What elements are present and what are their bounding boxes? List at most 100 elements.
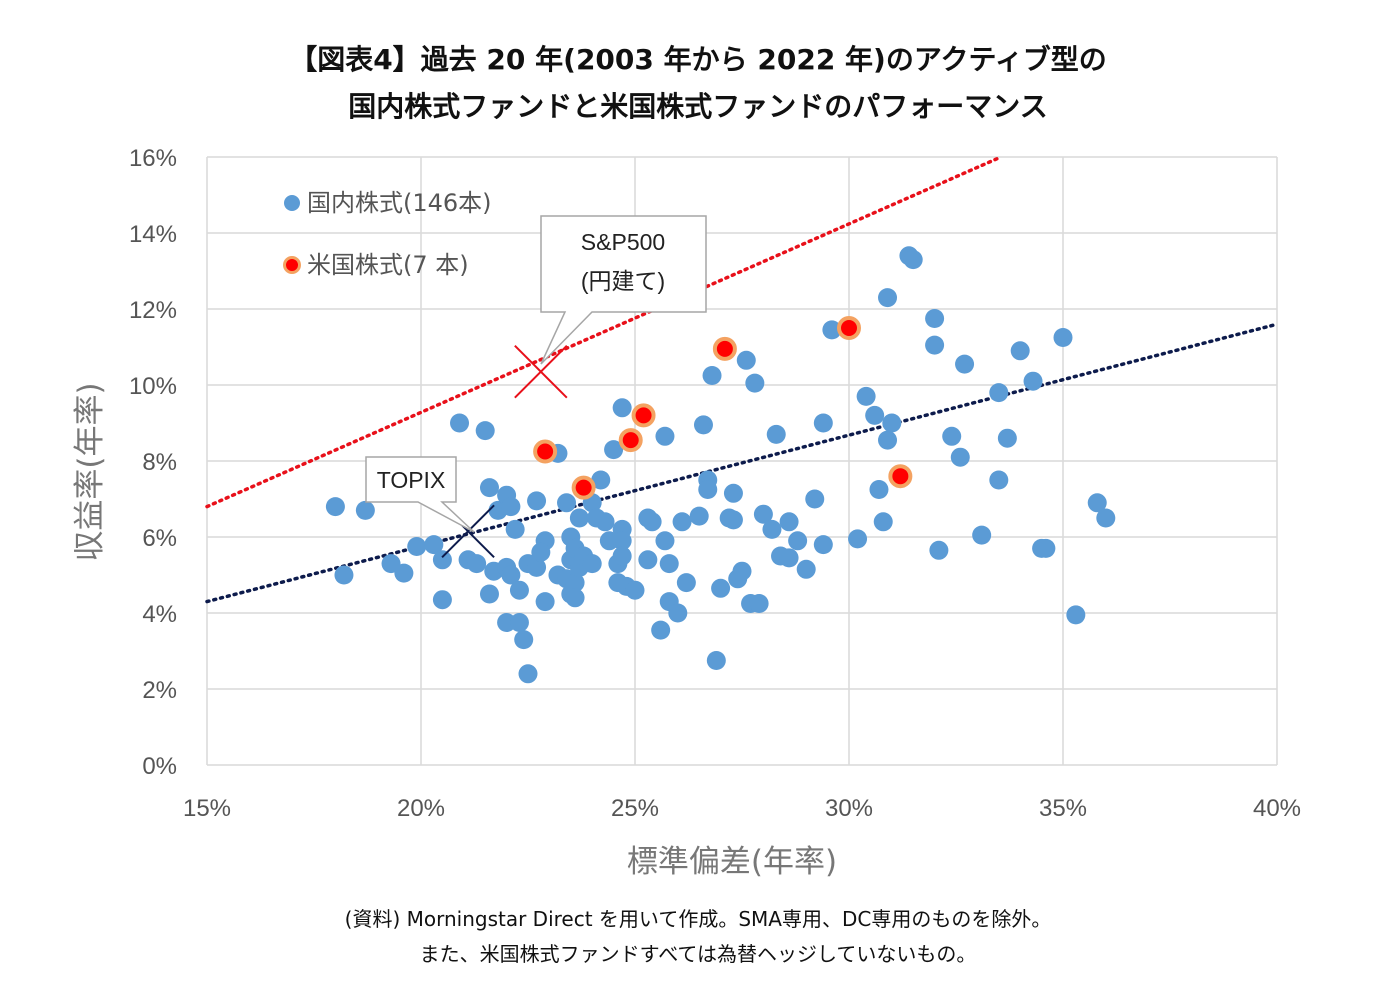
- domestic-fund-point: [565, 588, 585, 608]
- domestic-fund-point: [736, 350, 756, 370]
- domestic-fund-point: [856, 386, 876, 406]
- domestic-fund-point: [604, 440, 624, 460]
- y-tick-label: 0%: [142, 753, 177, 780]
- domestic-fund-point: [711, 578, 731, 598]
- domestic-fund-point: [1087, 493, 1107, 513]
- domestic-fund-point: [813, 535, 833, 555]
- y-tick-label: 16%: [129, 145, 177, 172]
- domestic-fund-point: [869, 480, 889, 499]
- y-tick-label: 14%: [129, 221, 177, 248]
- legend-domestic-label: 国内株式(146本): [307, 189, 492, 217]
- domestic-fund-point: [822, 320, 842, 340]
- domestic-fund-point: [501, 565, 521, 585]
- x-tick-label: 20%: [397, 795, 445, 822]
- domestic-fund-point: [693, 415, 713, 435]
- domestic-fund-point: [672, 512, 692, 532]
- domestic-fund-point: [865, 405, 885, 425]
- domestic-fund-point: [668, 603, 688, 623]
- x-tick-label: 35%: [1039, 795, 1087, 822]
- trend-lines: [205, 155, 1279, 604]
- domestic-fund-point: [479, 478, 499, 498]
- x-tick-label: 40%: [1253, 795, 1301, 822]
- domestic-fund-point: [950, 447, 970, 467]
- us-fund-point: [618, 428, 643, 453]
- domestic-fund-point: [638, 550, 658, 570]
- us-trend-line: [205, 155, 1003, 509]
- us-fund-point: [888, 464, 913, 489]
- domestic-fund-point: [873, 512, 893, 532]
- us-fund-point: [712, 336, 737, 361]
- x-tick-label: 30%: [825, 795, 873, 822]
- domestic-fund-point: [779, 512, 799, 532]
- y-tick-label: 2%: [142, 677, 177, 704]
- domestic-fund-point: [325, 497, 345, 517]
- topix-callout-label: TOPIX: [377, 467, 446, 493]
- sp500-callout-box: [540, 215, 707, 365]
- domestic-fund-point: [531, 542, 551, 562]
- domestic-fund-point: [1010, 341, 1030, 361]
- domestic-fund-point: [749, 594, 769, 613]
- domestic-fund-point: [1096, 508, 1116, 528]
- domestic-fund-point: [796, 559, 816, 579]
- domestic-fund-point: [467, 554, 487, 574]
- domestic-fund-point: [972, 525, 992, 545]
- domestic-fund-point: [723, 483, 743, 503]
- domestic-fund-point: [878, 288, 898, 308]
- domestic-fund-point: [702, 366, 722, 385]
- y-tick-label: 10%: [129, 373, 177, 400]
- domestic-fund-point: [527, 491, 547, 511]
- domestic-fund-point: [591, 470, 611, 490]
- y-axis-label: 収益率(年率): [72, 382, 108, 561]
- domestic-fund-point: [766, 424, 786, 444]
- legend-us-label: 米国株式(7 本): [307, 251, 469, 279]
- domestic-fund-point: [501, 497, 521, 517]
- domestic-fund-point: [1053, 328, 1073, 347]
- domestic-fund-point: [355, 500, 375, 520]
- topix-marker-stroke-b: [441, 504, 495, 559]
- domestic-fund-point: [706, 651, 726, 670]
- domestic-fund-point: [450, 413, 470, 433]
- domestic-fund-point: [509, 580, 529, 600]
- source-note-line1: (資料) Morningstar Direct を用いて作成。SMA専用、DC専…: [344, 907, 1052, 931]
- domestic-fund-point: [659, 554, 679, 574]
- domestic-fund-point: [997, 428, 1017, 448]
- us-fund-point: [631, 403, 656, 428]
- domestic-fund-point: [779, 548, 799, 568]
- domestic-fund-point: [903, 250, 923, 270]
- domestic-fund-point: [535, 592, 555, 612]
- domestic-fund-point: [848, 529, 868, 549]
- domestic-fund-point: [479, 584, 499, 604]
- domestic-fund-point: [689, 506, 709, 526]
- domestic-fund-point: [394, 563, 414, 583]
- domestic-fund-point: [676, 573, 696, 593]
- us-fund-point: [837, 316, 861, 340]
- domestic-fund-point: [655, 426, 675, 446]
- domestic-fund-point: [475, 421, 495, 441]
- domestic-fund-point: [1066, 605, 1086, 625]
- domestic-fund-point: [732, 561, 752, 581]
- x-tick-label: 15%: [183, 795, 231, 822]
- domestic-fund-point: [432, 550, 452, 570]
- domestic-fund-point: [407, 537, 427, 556]
- domestic-fund-point: [925, 309, 945, 328]
- domestic-fund-point: [514, 630, 534, 650]
- domestic-fund-point: [955, 354, 975, 374]
- domestic-fund-point: [989, 383, 1009, 403]
- domestic-fund-point: [625, 580, 645, 600]
- domestic-fund-point: [527, 557, 547, 577]
- y-tick-label: 6%: [142, 525, 177, 552]
- domestic-fund-point: [518, 664, 538, 684]
- domestic-fund-point: [929, 540, 949, 560]
- domestic-fund-point: [505, 519, 525, 539]
- us-fund-point: [533, 439, 558, 464]
- x-tick-label: 25%: [611, 795, 659, 822]
- domestic-fund-point: [813, 413, 833, 433]
- y-tick-label: 12%: [129, 297, 177, 324]
- topix-callout-box: [365, 456, 475, 533]
- domestic-fund-point: [1023, 371, 1043, 391]
- domestic-fund-point: [762, 519, 782, 539]
- domestic-fund-point: [595, 512, 615, 532]
- y-tick-label: 8%: [142, 449, 177, 476]
- domestic-fund-point: [878, 430, 898, 450]
